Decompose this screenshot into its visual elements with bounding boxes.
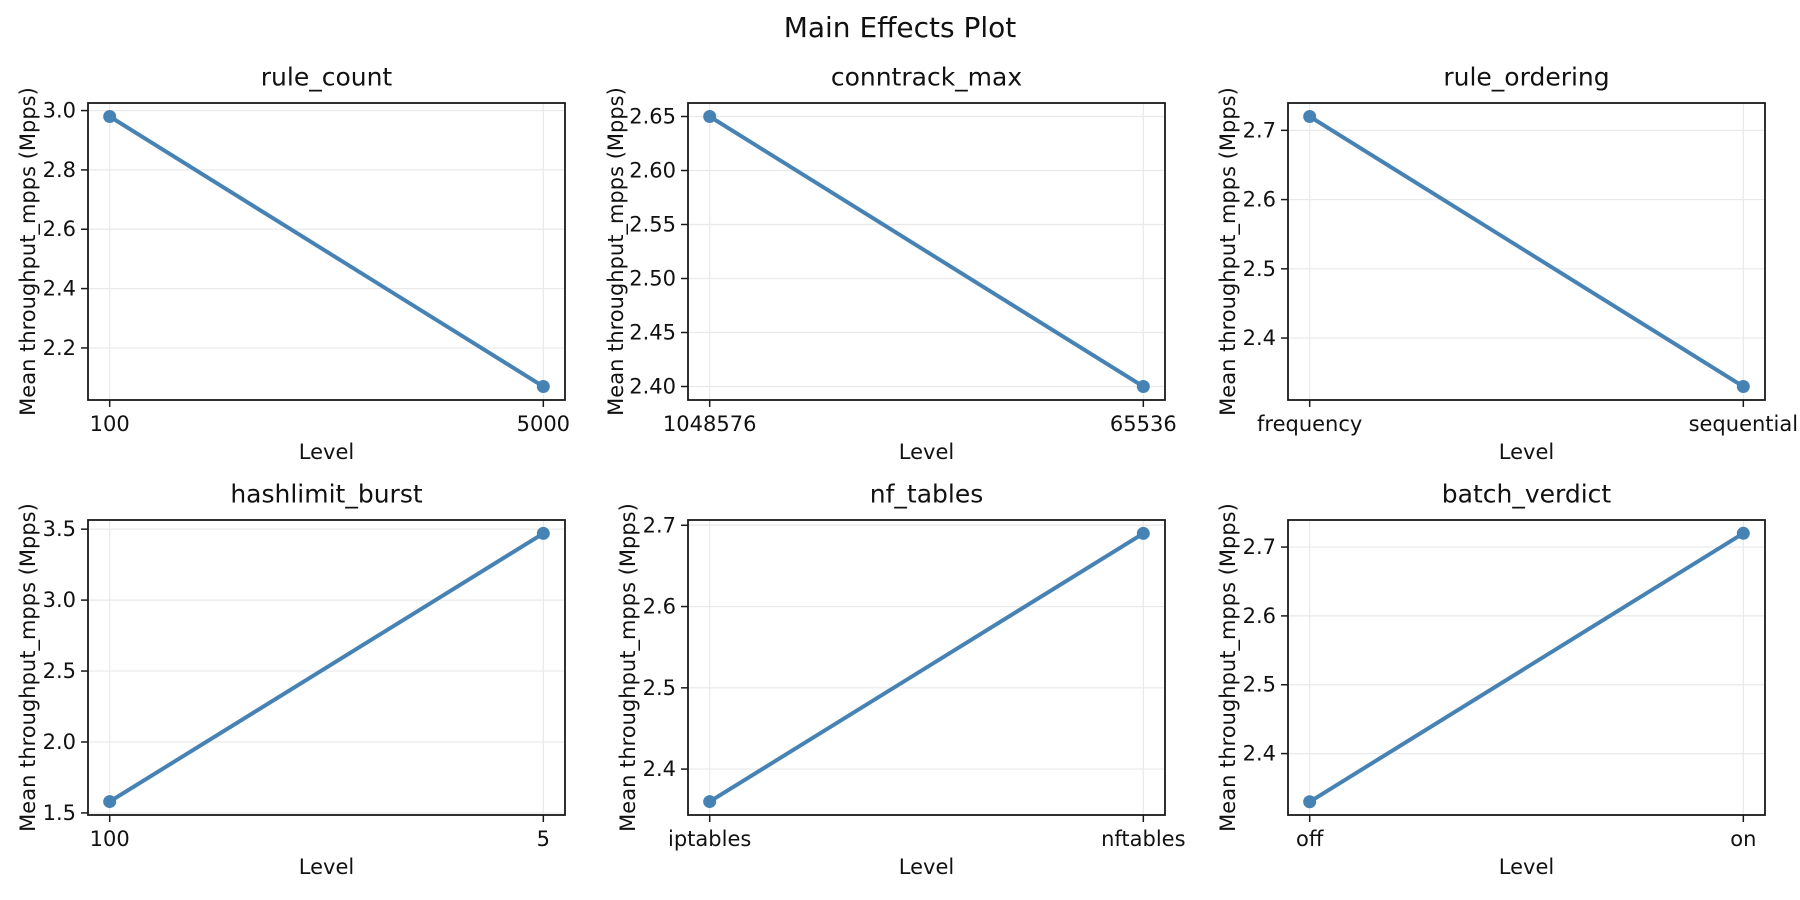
data-point-marker (103, 110, 117, 123)
data-point-marker (1303, 795, 1317, 809)
data-point-marker (1736, 526, 1750, 540)
y-tick-label: 2.6 (643, 595, 676, 619)
x-axis-label: Level (299, 440, 354, 464)
series-line (707, 114, 1146, 389)
y-tick-label: 2.50 (629, 267, 676, 291)
y-tick-label: 2.4 (643, 757, 676, 781)
data-point-marker (1303, 110, 1317, 123)
y-tick-label: 3.0 (43, 588, 76, 612)
x-tick-label: 5 (537, 827, 550, 851)
y-axis-label: Mean throughput_mpps (Mpps) (1216, 87, 1241, 416)
plot-border (1287, 519, 1766, 816)
y-tick-label: 2.5 (1243, 673, 1276, 697)
y-tick-label: 2.40 (629, 375, 676, 399)
y-tick-label: 3.5 (43, 517, 76, 541)
y-tick-label: 2.65 (629, 105, 676, 129)
plot-border (687, 102, 1166, 401)
data-point-marker (703, 795, 717, 809)
subplot-conntrack-max: conntrack_max 2.40 2.45 2.50 2.55 2.60 2.65 104… (604, 63, 1177, 465)
x-axis-label: Level (899, 440, 954, 464)
data-point-marker (103, 795, 117, 809)
y-axis-label: Mean throughput_mpps (Mpps) (1216, 503, 1241, 832)
y-tick-label: 2.60 (629, 159, 676, 183)
x-axis-label: Level (1499, 440, 1554, 464)
subplot-batch-verdict: batch_verdict 2.4 2.5 2.6 2.7 off on Level Mean … (1216, 480, 1766, 879)
y-axis-label: Mean throughput_mpps (Mpps) (16, 87, 41, 416)
y-tick-label: 1.5 (43, 801, 76, 825)
x-tick-label: frequency (1257, 412, 1362, 436)
x-tick-label: 100 (90, 827, 130, 851)
plot-border (87, 102, 566, 401)
data-point-marker (1136, 526, 1150, 540)
series-line (107, 114, 546, 389)
subplot-rule-count: rule_count 2.2 2.4 2.6 2.8 3.0 100 5000 Level Mea… (16, 63, 570, 465)
y-tick-label: 2.7 (643, 513, 676, 537)
y-tick-label: 2.8 (43, 158, 76, 182)
subplot-title: batch_verdict (1442, 480, 1612, 509)
x-axis-label: Level (1499, 855, 1554, 879)
x-tick-label: sequential (1689, 412, 1799, 436)
subplot-nf-tables: nf_tables 2.4 2.5 2.6 2.7 iptables nftables Lev… (616, 480, 1186, 880)
x-tick-label: 1048576 (663, 412, 757, 436)
plot-border (687, 519, 1166, 816)
subplot-title: hashlimit_burst (230, 480, 423, 509)
y-tick-label: 2.55 (629, 213, 676, 237)
y-tick-label: 2.4 (1243, 326, 1276, 350)
y-axis-label: Mean throughput_mpps (Mpps) (16, 503, 41, 832)
y-tick-label: 2.5 (43, 659, 76, 683)
series-line (1307, 531, 1746, 804)
series-line (707, 531, 1146, 804)
subplot-hashlimit-burst: hashlimit_burst 1.5 2.0 2.5 3.0 3.5 100 5 Level M… (16, 480, 566, 879)
x-tick-label: nftables (1101, 827, 1185, 851)
subplot-title: rule_count (261, 63, 393, 92)
data-point-marker (536, 526, 550, 540)
y-tick-label: 2.7 (1243, 118, 1276, 142)
y-tick-label: 2.5 (1243, 257, 1276, 281)
x-tick-label: off (1296, 827, 1324, 851)
data-point-marker (1136, 380, 1150, 393)
plot-border (1287, 102, 1766, 401)
x-axis-label: Level (299, 855, 354, 879)
y-tick-label: 2.2 (43, 336, 76, 360)
subplot-rule-ordering: rule_ordering 2.4 2.5 2.6 2.7 frequency sequen… (1216, 63, 1798, 465)
x-tick-label: 65536 (1110, 412, 1177, 436)
y-tick-label: 3.0 (43, 99, 76, 123)
y-axis-label: Mean throughput_mpps (Mpps) (604, 87, 629, 416)
x-tick-label: on (1730, 827, 1756, 851)
figure-title: Main Effects Plot (783, 11, 1017, 44)
plot-border (87, 519, 566, 816)
x-tick-label: 100 (90, 412, 130, 436)
series-line (1307, 114, 1746, 389)
y-tick-label: 2.0 (43, 730, 76, 754)
x-tick-label: 5000 (517, 412, 570, 436)
data-point-marker (703, 110, 717, 123)
data-point-marker (1736, 380, 1750, 393)
x-tick-label: iptables (668, 827, 751, 851)
subplot-title: conntrack_max (831, 63, 1022, 92)
subplot-title: nf_tables (870, 480, 984, 509)
x-axis-label: Level (899, 855, 954, 879)
y-tick-label: 2.5 (643, 676, 676, 700)
y-tick-label: 2.6 (43, 217, 76, 241)
subplot-title: rule_ordering (1443, 63, 1609, 92)
y-tick-label: 2.45 (629, 321, 676, 345)
y-tick-label: 2.4 (43, 277, 76, 301)
y-tick-label: 2.7 (1243, 535, 1276, 559)
y-tick-label: 2.4 (1243, 742, 1276, 766)
y-tick-label: 2.6 (1243, 188, 1276, 212)
y-axis-label: Mean throughput_mpps (Mpps) (616, 503, 641, 832)
series-line (107, 531, 546, 804)
y-tick-label: 2.6 (1243, 604, 1276, 628)
data-point-marker (536, 380, 550, 393)
